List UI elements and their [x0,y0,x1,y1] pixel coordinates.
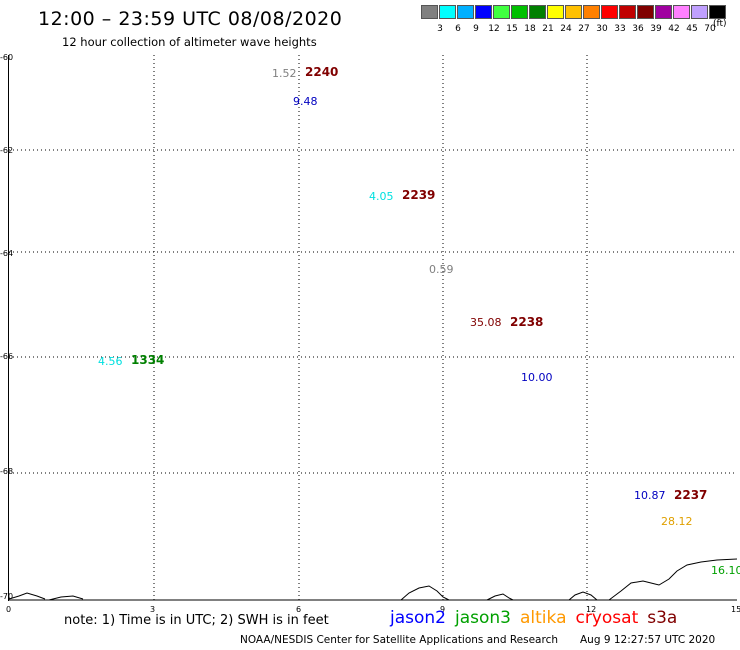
color-scale-label: 39 [650,24,662,34]
legend-entry: s3a [647,608,678,628]
color-scale-label: 21 [542,24,554,34]
color-scale-swatch [457,5,474,19]
latitude-label: -64 [0,249,14,258]
satellite-legend: jason2 jason3 altika cryosat s3a [390,608,686,628]
color-scale-label: 33 [614,24,626,34]
wave-height-reading: 35.08 [470,316,502,329]
color-scale-swatch [565,5,582,19]
footer-credit: NOAA/NESDIS Center for Satellite Applica… [240,634,558,646]
longitude-label: 12 [586,605,597,614]
color-scale-label: 27 [578,24,590,34]
color-scale-swatch [421,5,438,19]
latitude-label: -66 [0,352,14,361]
color-scale-label: 30 [596,24,608,34]
color-scale-swatch [619,5,636,19]
color-scale-swatch [493,5,510,19]
latitude-label: -62 [0,146,14,155]
wave-height-reading: 4.56 [98,355,123,368]
track-label: 2237 [674,488,708,502]
color-scale-swatch [511,5,528,19]
color-scale-label: 15 [506,24,518,34]
color-scale-swatch [583,5,600,19]
coastline [9,558,737,601]
color-scale-label: 42 [668,24,680,34]
latitude-label: -68 [0,467,14,476]
wave-height-reading: 10.87 [634,489,666,502]
color-scale-unit: (ft) [713,19,727,29]
page-title: 12:00 – 23:59 UTC 08/08/2020 [38,8,343,30]
color-scale-label: 36 [632,24,644,34]
color-scale-swatch [709,5,726,19]
longitude-label: 6 [296,605,302,614]
track-label: 2239 [402,188,436,202]
map-grid [9,55,737,601]
legend-entry: jason2 [390,608,446,628]
longitude-label: 3 [150,605,156,614]
color-scale-swatch [475,5,492,19]
note-text: note: 1) Time is in UTC; 2) SWH is in fe… [64,613,329,628]
color-scale-label: 9 [473,24,479,34]
wave-height-reading: 4.05 [369,190,394,203]
wave-height-reading: 28.12 [661,515,693,528]
color-scale-swatch [601,5,618,19]
color-scale-swatch [673,5,690,19]
color-scale-label: 6 [455,24,461,34]
color-scale-label: 24 [560,24,572,34]
footer-timestamp: Aug 9 12:27:57 UTC 2020 [580,634,716,646]
color-scale-swatch [691,5,708,19]
page-subtitle: 12 hour collection of altimeter wave hei… [62,35,317,49]
latitude-label: -60 [0,53,14,62]
longitude-label: 15 [731,605,740,614]
legend-entry: altika [520,608,567,628]
latitude-label: -70 [0,592,14,601]
color-scale-label: 12 [488,24,500,34]
color-scale-swatch [547,5,564,19]
legend-entry: cryosat [575,608,639,628]
color-scale-label: 70 [704,24,716,34]
wave-height-reading: 10.00 [521,371,553,384]
color-scale-swatch [637,5,654,19]
color-scale-swatch [655,5,672,19]
track-label: 2238 [510,315,544,329]
wave-height-reading: 1.52 [272,67,297,80]
legend-entry: jason3 [455,608,511,628]
track-label: 2240 [305,65,339,79]
color-scale-label: 3 [437,24,443,34]
wave-height-reading: 9.48 [293,95,318,108]
color-scale-label: 18 [524,24,536,34]
longitude-label: 9 [440,605,446,614]
color-scale-swatch [439,5,456,19]
track-label: 1334 [131,353,165,367]
color-scale-label: 45 [686,24,698,34]
longitude-label: 0 [6,605,12,614]
wave-height-reading: 16.10 [711,564,740,577]
color-scale-swatch [529,5,546,19]
wave-height-reading: 0.59 [429,263,454,276]
map-panel [8,55,737,601]
